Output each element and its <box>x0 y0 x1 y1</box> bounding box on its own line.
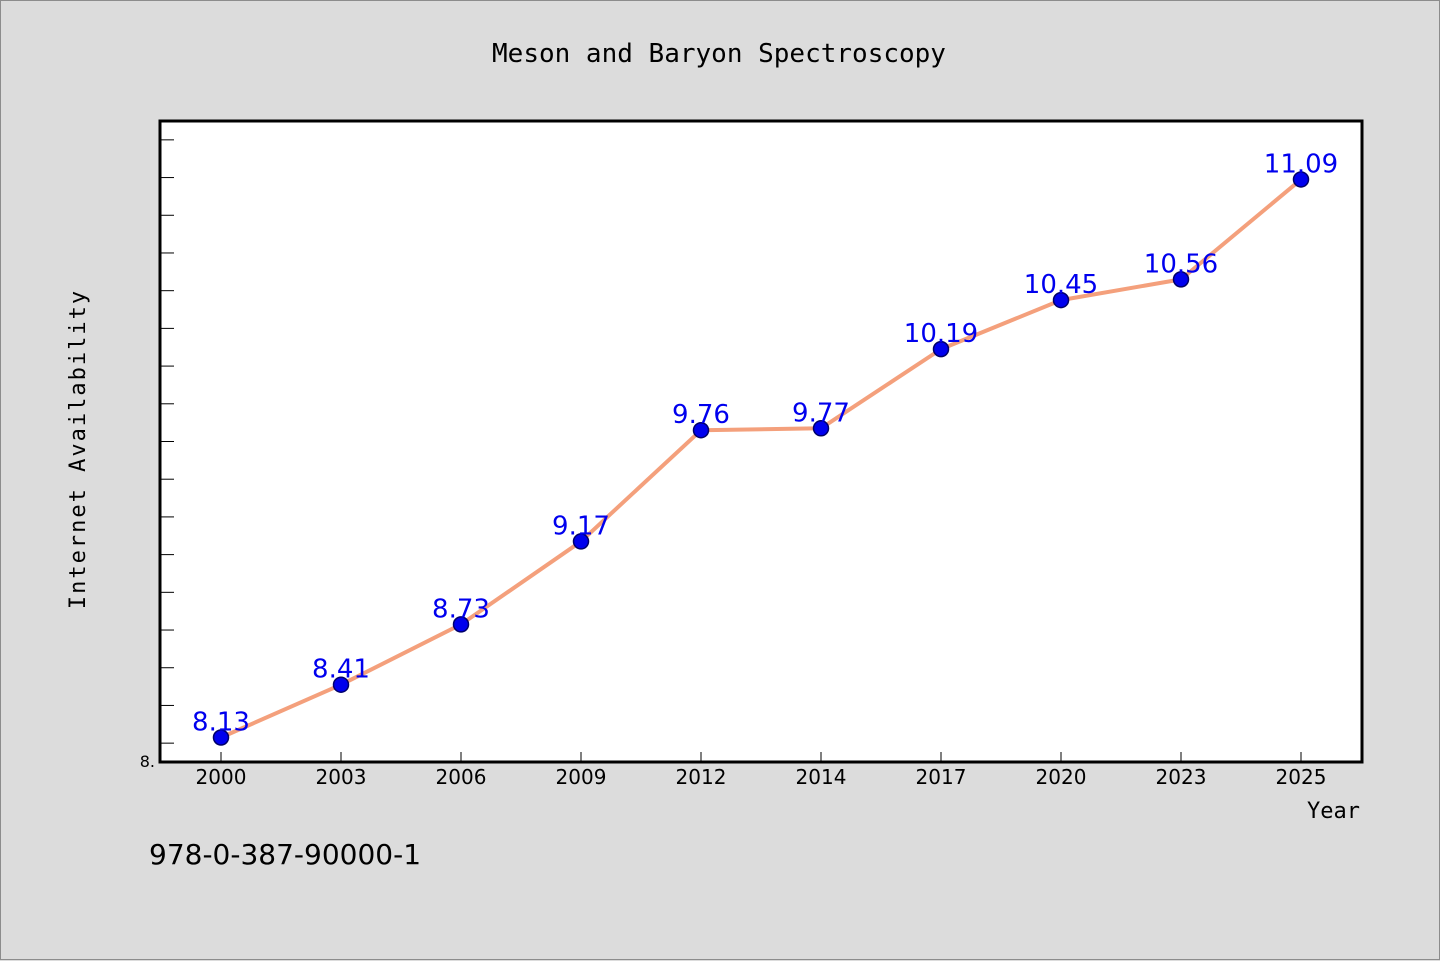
data-label: 9.76 <box>672 400 730 430</box>
data-label: 8.73 <box>432 594 490 624</box>
x-tick-label: 2003 <box>316 765 367 789</box>
data-label: 9.17 <box>552 511 610 541</box>
data-point <box>1292 171 1310 188</box>
data-label: 10.56 <box>1144 249 1218 279</box>
data-point <box>572 533 590 550</box>
x-tick-label: 2023 <box>1156 765 1207 789</box>
series-data-labels: 8.13 8.41 8.73 9.17 9.76 9.77 10.19 10.45 10.56 1… <box>192 149 1338 737</box>
data-label: 8.41 <box>312 655 370 685</box>
isbn-label: 978-0-387-90000-1 <box>149 838 421 871</box>
x-tick-label: 2012 <box>676 765 727 789</box>
data-label: 10.19 <box>904 319 978 349</box>
data-point <box>332 676 350 693</box>
data-label: 8.13 <box>192 707 250 737</box>
data-point <box>812 420 830 437</box>
x-tick-label: 2009 <box>556 765 607 789</box>
x-tick-label: 2006 <box>436 765 487 789</box>
data-point <box>1172 271 1190 288</box>
data-point <box>1052 291 1070 309</box>
data-label: 10.45 <box>1024 270 1098 300</box>
series-line <box>219 177 1303 740</box>
plot-area <box>158 119 1364 764</box>
data-label: 11.09 <box>1264 149 1338 179</box>
data-point <box>212 729 230 746</box>
data-point <box>692 421 710 439</box>
x-tick-label: 2017 <box>916 765 967 789</box>
x-axis-label: Year <box>1307 799 1360 824</box>
x-axis-tick-labels: 2000 2003 2006 2009 2012 2014 2017 2020 2023 2025 <box>196 765 1327 789</box>
x-tick-label: 2000 <box>196 765 247 789</box>
x-tick-label: 2025 <box>1276 765 1327 789</box>
x-axis-ticks <box>220 752 1302 762</box>
x-tick-label: 2014 <box>796 765 847 789</box>
data-point <box>452 616 470 633</box>
y-axis-min-label: 8. <box>140 752 155 771</box>
series-markers <box>212 171 1310 746</box>
x-tick-label: 2020 <box>1036 765 1087 789</box>
data-label: 9.77 <box>792 398 850 428</box>
y-axis-label: Internet Availability <box>66 289 91 609</box>
y-axis-ticks <box>160 139 174 744</box>
chart-title: Meson and Baryon Spectroscopy <box>492 39 946 69</box>
data-point <box>932 340 950 358</box>
